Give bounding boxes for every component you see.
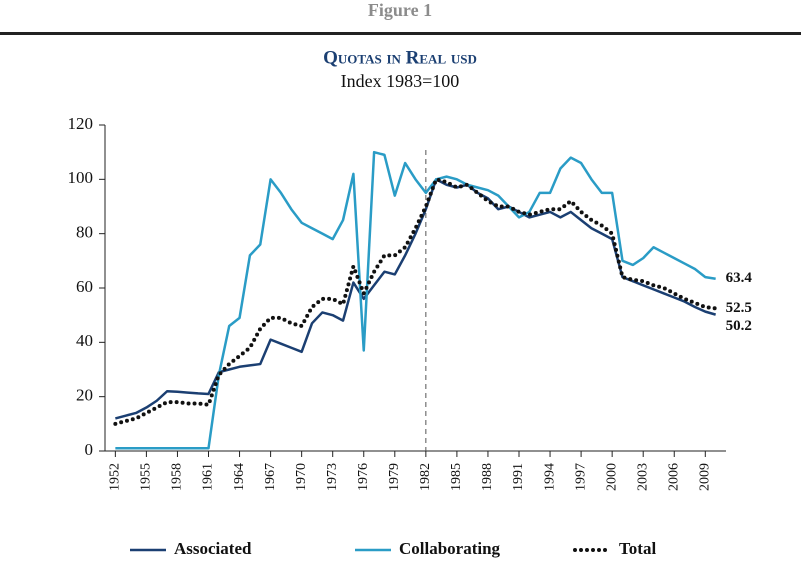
- x-tick-label: 1988: [480, 463, 495, 491]
- x-tick-label: 1994: [542, 463, 557, 491]
- legend-label: Total: [619, 539, 656, 558]
- x-tick-label: 1973: [325, 463, 340, 491]
- x-tick-label: 1967: [263, 463, 278, 491]
- x-tick-label: 1997: [573, 463, 588, 491]
- x-tick-label: 2003: [635, 463, 650, 491]
- x-tick-label: 1964: [232, 463, 247, 491]
- x-tick-label: 1976: [356, 463, 371, 491]
- x-tick-label: 1955: [139, 463, 154, 491]
- x-tick-label: 1970: [294, 463, 309, 491]
- y-tick-label: 60: [76, 277, 93, 296]
- x-tick-label: 1952: [108, 463, 123, 491]
- y-tick-label: 120: [68, 114, 94, 133]
- x-tick-label: 1991: [511, 463, 526, 491]
- figure-label: Figure 1: [368, 0, 432, 20]
- chart-subtitle: Index 1983=100: [341, 71, 460, 91]
- y-tick-label: 100: [68, 168, 94, 187]
- series-line: [115, 178, 716, 420]
- x-tick-label: 1961: [201, 463, 216, 491]
- legend-label: Collaborating: [399, 539, 501, 558]
- chart-title: Quotas in Real usd: [323, 47, 477, 68]
- y-tick-label: 0: [85, 440, 94, 459]
- series-line: [115, 150, 716, 450]
- legend-label: Associated: [174, 539, 252, 558]
- end-value-label: 63.4: [726, 270, 753, 286]
- x-tick-label: 2006: [666, 463, 681, 491]
- end-value-label: 52.5: [726, 300, 752, 316]
- series-line: [113, 177, 718, 426]
- y-tick-label: 80: [76, 223, 93, 242]
- x-tick-label: 1958: [170, 463, 185, 491]
- x-tick-label: 1982: [418, 463, 433, 491]
- y-tick-label: 40: [76, 331, 93, 350]
- y-tick-label: 20: [76, 386, 93, 405]
- x-tick-label: 1985: [449, 463, 464, 491]
- x-tick-label: 2000: [604, 463, 619, 491]
- end-value-label: 50.2: [726, 318, 752, 334]
- x-tick-label: 1979: [387, 463, 402, 491]
- x-tick-label: 2009: [698, 463, 713, 491]
- header-rule: [0, 32, 801, 35]
